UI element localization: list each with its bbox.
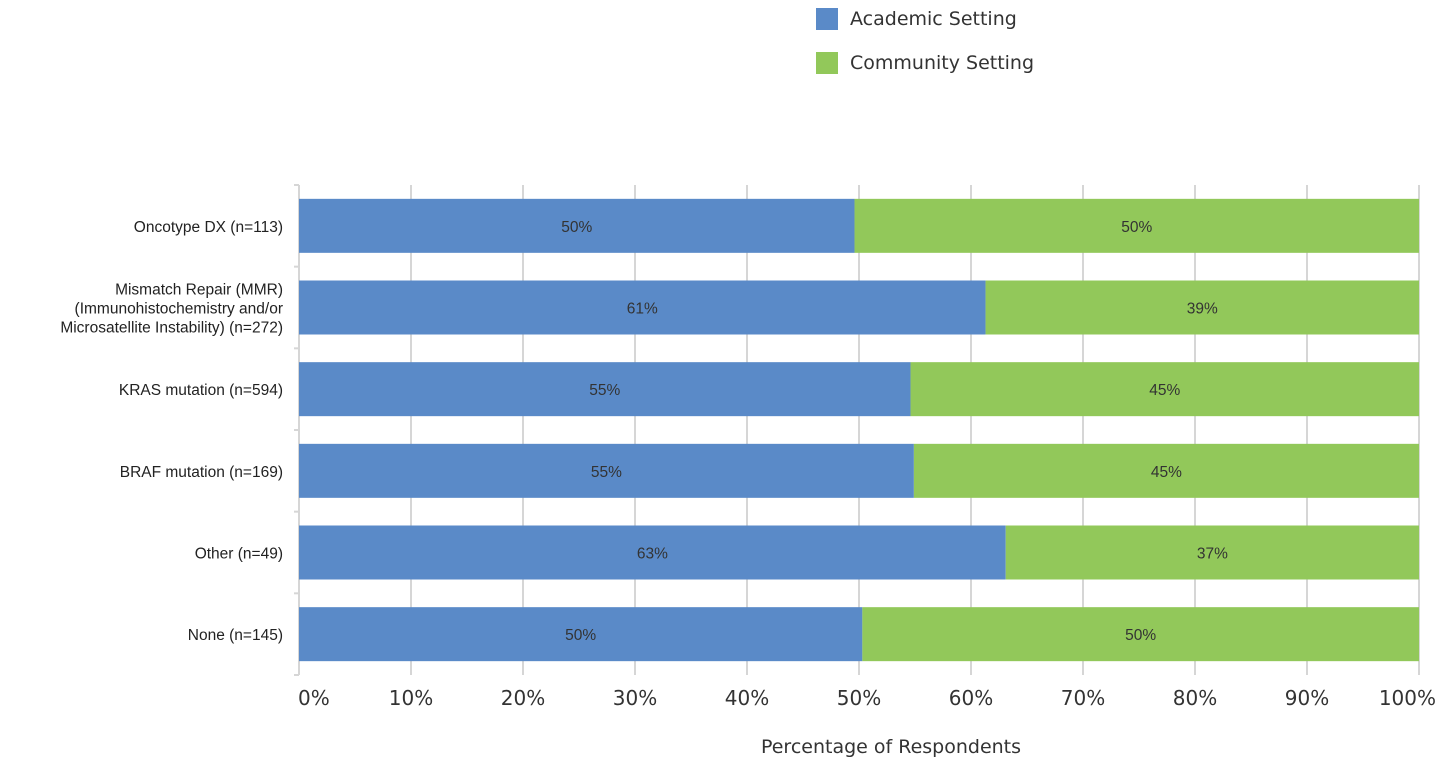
- x-tick-label: 0%: [298, 686, 330, 710]
- legend-label-community: Community Setting: [850, 52, 1035, 74]
- x-tick-label: 70%: [1061, 686, 1105, 710]
- category-label-line: None (n=145): [188, 627, 283, 644]
- bar-academic: [299, 198, 855, 253]
- category-labels: Oncotype DX (n=113) Mismatch Repair (MMR)…: [60, 219, 283, 644]
- bar-community: [854, 198, 1419, 253]
- bar-academic: [299, 525, 1006, 580]
- bar-community: [1005, 525, 1419, 580]
- bar-data-label: 39%: [1187, 301, 1218, 318]
- bar-data-label: 45%: [1151, 464, 1182, 481]
- x-tick-label: 50%: [837, 686, 881, 710]
- legend-swatch-community: [816, 52, 838, 74]
- bar-academic: [299, 607, 863, 662]
- bar-community: [913, 443, 1419, 498]
- x-axis-title: Percentage of Respondents: [761, 736, 1021, 758]
- bar-data-label: 50%: [1125, 627, 1156, 644]
- legend: Academic Setting Community Setting: [816, 4, 1034, 92]
- category-label: Other (n=49): [195, 546, 283, 563]
- bar-academic: [299, 280, 986, 335]
- x-tick-label: 10%: [389, 686, 433, 710]
- category-label: Oncotype DX (n=113): [134, 219, 283, 236]
- x-tick-label: 60%: [949, 686, 993, 710]
- category-label-line: Mismatch Repair (MMR): [115, 282, 283, 299]
- category-label-line: KRAS mutation (n=594): [119, 382, 283, 399]
- legend-label-academic: Academic Setting: [850, 8, 1017, 30]
- bar-data-label: 50%: [565, 627, 596, 644]
- category-label: KRAS mutation (n=594): [119, 382, 283, 399]
- bar-data-label: 50%: [561, 219, 592, 236]
- bar-data-label: 55%: [591, 464, 622, 481]
- bar-data-label: 55%: [589, 382, 620, 399]
- bar-data-label: 37%: [1197, 546, 1228, 563]
- x-tick-label: 40%: [725, 686, 769, 710]
- x-tick-label: 90%: [1285, 686, 1329, 710]
- x-tick-label: 100%: [1379, 686, 1436, 710]
- category-label-line: BRAF mutation (n=169): [120, 464, 283, 481]
- bar-community: [985, 280, 1419, 335]
- bar-data-label: 50%: [1121, 219, 1152, 236]
- bar-data-label: 61%: [627, 301, 658, 318]
- category-label: BRAF mutation (n=169): [120, 464, 283, 481]
- x-tick-label: 30%: [613, 686, 657, 710]
- bar-academic: [299, 443, 914, 498]
- bar-community: [862, 607, 1419, 662]
- category-label-line: Oncotype DX (n=113): [134, 219, 283, 236]
- bar-academic: [299, 362, 911, 417]
- category-label-line: Other (n=49): [195, 546, 283, 563]
- legend-swatch-academic: [816, 8, 838, 30]
- gridlines: [294, 184, 1420, 676]
- bars: 50% 50% 61% 39% 55% 45% 55% 45% 63% 37% 50% 50%: [299, 198, 1419, 662]
- legend-item-community: Community Setting: [816, 48, 1034, 78]
- bar-data-label: 63%: [637, 546, 668, 563]
- x-tick-label: 20%: [501, 686, 545, 710]
- category-label-line: (Immunohistochemistry and/or: [75, 301, 283, 318]
- x-tick-label: 80%: [1173, 686, 1217, 710]
- x-tick-labels: 0% 10% 20% 30% 40% 50% 60% 70% 80% 90% 100%: [298, 686, 1436, 710]
- category-label: Mismatch Repair (MMR) (Immunohistochemist…: [60, 282, 283, 337]
- category-label: None (n=145): [188, 627, 283, 644]
- category-label-line: Microsatellite Instability) (n=272): [60, 320, 283, 337]
- bar-data-label: 45%: [1149, 382, 1180, 399]
- bar-community: [910, 362, 1419, 417]
- legend-item-academic: Academic Setting: [816, 4, 1034, 34]
